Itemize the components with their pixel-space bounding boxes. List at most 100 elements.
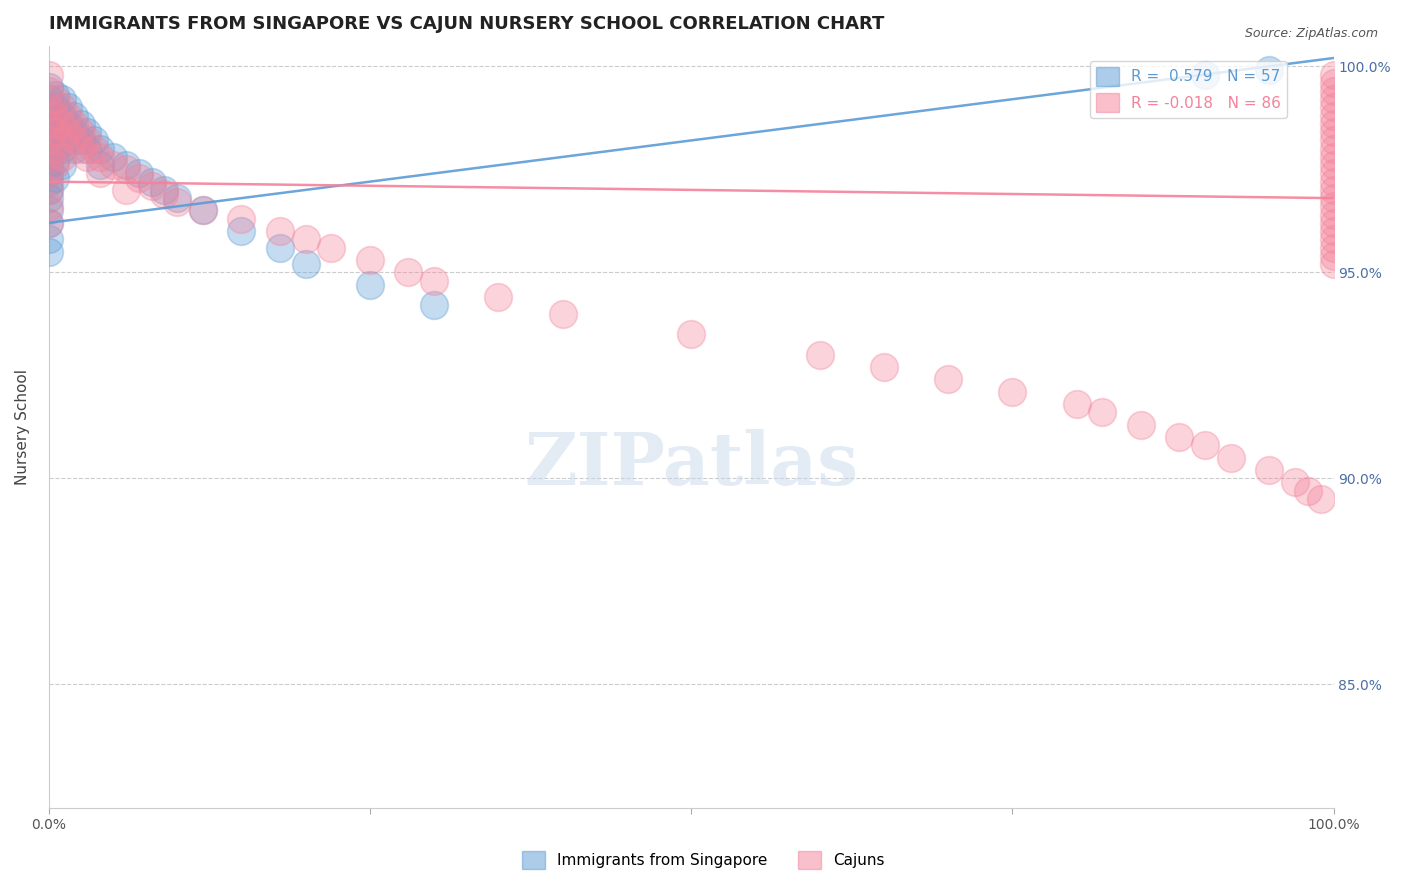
Point [44, 142, 66, 156]
Point [70, 133, 93, 147]
Point [153, 186, 176, 201]
Point [1322, 84, 1344, 98]
Point [38, 232, 60, 246]
Point [101, 158, 124, 172]
Point [1322, 92, 1344, 106]
Point [56, 133, 79, 147]
Point [1322, 76, 1344, 90]
Point [44, 125, 66, 139]
Point [294, 257, 316, 271]
Point [63, 117, 86, 131]
Point [51, 100, 73, 114]
Point [1322, 117, 1344, 131]
Point [89, 158, 111, 172]
Point [44, 142, 66, 156]
Point [1322, 183, 1344, 197]
Point [63, 133, 86, 147]
Point [76, 133, 98, 147]
Point [1066, 397, 1088, 411]
Point [70, 125, 93, 139]
Point [1322, 150, 1344, 164]
Point [141, 178, 163, 193]
Point [153, 183, 176, 197]
Point [51, 158, 73, 172]
Point [38, 117, 60, 131]
Point [83, 133, 105, 147]
Point [38, 199, 60, 213]
Point [76, 125, 98, 139]
Point [486, 290, 509, 304]
Point [269, 241, 291, 255]
Point [1322, 125, 1344, 139]
Point [1194, 68, 1216, 82]
Point [269, 224, 291, 238]
Point [63, 125, 86, 139]
Point [423, 298, 446, 312]
Point [38, 100, 60, 114]
Point [1322, 133, 1344, 147]
Point [38, 203, 60, 218]
Point [1322, 241, 1344, 255]
Point [76, 150, 98, 164]
Point [681, 327, 703, 342]
Point [128, 166, 150, 180]
Text: ZIPatlas: ZIPatlas [524, 429, 858, 500]
Point [89, 142, 111, 156]
Point [38, 150, 60, 164]
Point [38, 109, 60, 123]
Point [191, 203, 214, 218]
Point [44, 170, 66, 185]
Point [551, 306, 574, 320]
Point [1258, 463, 1281, 477]
Point [398, 265, 420, 279]
Point [359, 252, 381, 267]
Point [38, 158, 60, 172]
Point [44, 92, 66, 106]
Point [1001, 384, 1024, 399]
Point [44, 125, 66, 139]
Point [51, 92, 73, 106]
Point [38, 68, 60, 82]
Point [1219, 450, 1241, 465]
Point [89, 150, 111, 164]
Point [38, 150, 60, 164]
Point [38, 216, 60, 230]
Point [128, 170, 150, 185]
Point [44, 88, 66, 103]
Point [114, 183, 136, 197]
Point [51, 125, 73, 139]
Point [873, 360, 896, 375]
Point [51, 150, 73, 164]
Point [166, 191, 188, 205]
Point [38, 216, 60, 230]
Point [1309, 491, 1331, 506]
Point [1322, 191, 1344, 205]
Text: IMMIGRANTS FROM SINGAPORE VS CAJUN NURSERY SCHOOL CORRELATION CHART: IMMIGRANTS FROM SINGAPORE VS CAJUN NURSE… [49, 15, 884, 33]
Point [1322, 249, 1344, 263]
Point [166, 195, 188, 210]
Point [423, 274, 446, 288]
Point [38, 133, 60, 147]
Point [1322, 142, 1344, 156]
Point [294, 232, 316, 246]
Legend: R =  0.579   N = 57, R = -0.018   N = 86: R = 0.579 N = 57, R = -0.018 N = 86 [1090, 61, 1288, 118]
Point [936, 372, 959, 386]
Point [51, 117, 73, 131]
Point [44, 154, 66, 169]
Point [38, 92, 60, 106]
Point [44, 100, 66, 114]
Point [1322, 224, 1344, 238]
Point [1284, 475, 1306, 490]
Legend: Immigrants from Singapore, Cajuns: Immigrants from Singapore, Cajuns [516, 845, 890, 875]
Point [114, 162, 136, 177]
Point [321, 241, 343, 255]
Point [1258, 63, 1281, 78]
Point [141, 175, 163, 189]
Point [114, 158, 136, 172]
Point [44, 158, 66, 172]
Point [1322, 232, 1344, 246]
Point [1194, 438, 1216, 452]
Point [231, 224, 253, 238]
Point [231, 211, 253, 226]
Point [63, 109, 86, 123]
